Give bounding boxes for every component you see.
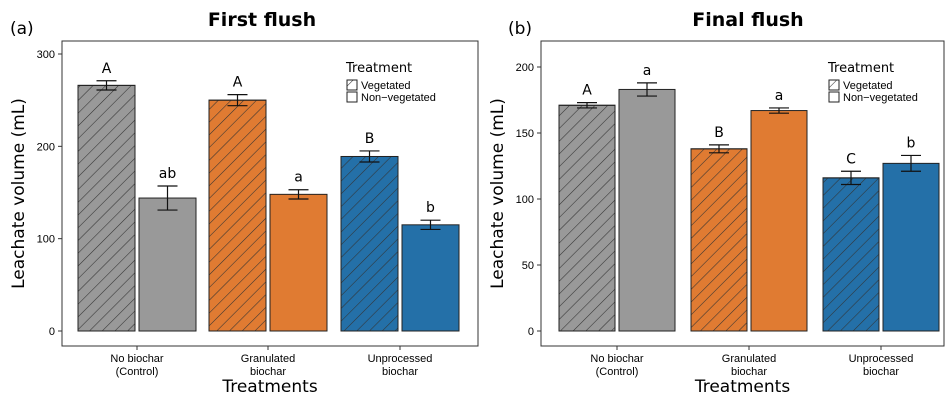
legend-title: Treatment [827, 61, 894, 76]
significance-letter: B [714, 125, 724, 141]
y-tick-label: 300 [37, 49, 55, 61]
significance-letter: a [775, 88, 784, 104]
x-tick-label: Granulated [722, 353, 776, 365]
x-axis-label: Treatments [221, 377, 318, 396]
x-tick-label: Granulated [241, 353, 295, 365]
panel-label: (b) [508, 19, 532, 39]
legend-entry-label: Non−vegetated [361, 92, 436, 104]
chart-panel-b: Final flush (b) Leachate volume (mL) 0 50 100… [488, 9, 945, 396]
x-tick-label: biochar [731, 366, 767, 378]
bar-non-vegetated [138, 197, 197, 332]
legend-key-hatch [346, 79, 358, 91]
x-tick-label: Unprocessed [368, 353, 433, 365]
y-tick-label: 100 [37, 234, 55, 246]
significance-letter: A [233, 75, 243, 91]
significance-letter: b [907, 135, 916, 151]
y-tick-label: 150 [516, 128, 534, 140]
y-axis-label: Leachate volume (mL) [9, 98, 29, 289]
significance-letter: B [365, 131, 375, 147]
y-tick-label: 0 [49, 326, 55, 338]
legend-key-hatch [828, 79, 840, 91]
bar-non-vegetated [269, 193, 328, 332]
bar-hatch-overlay [690, 148, 748, 332]
y-axis-label: Leachate volume (mL) [488, 98, 508, 289]
significance-letter: ab [159, 166, 177, 182]
y-tick-label: 100 [516, 194, 534, 206]
x-tick-label: Unprocessed [849, 353, 914, 365]
x-tick-label: biochar [382, 366, 418, 378]
significance-letter: a [643, 63, 652, 79]
bar-hatch-overlay [558, 104, 616, 332]
legend-entry-label: Vegetated [843, 80, 893, 92]
x-tick-label: biochar [250, 366, 286, 378]
y-tick-label: 200 [37, 141, 55, 153]
bar-hatch-overlay [340, 155, 399, 332]
y-tick-label: 200 [516, 62, 534, 74]
legend-entry-label: Non−vegetated [843, 92, 918, 104]
significance-letter: a [294, 170, 303, 186]
bar-non-vegetated [882, 162, 940, 332]
chart-panel-a: First flush (a) Leachate volume (mL) 0 100 20… [9, 9, 479, 396]
x-tick-label: biochar [863, 366, 899, 378]
bar-hatch-overlay [822, 177, 880, 332]
chart-title: Final flush [692, 9, 803, 31]
legend-entry-label: Vegetated [361, 80, 411, 92]
y-tick-label: 0 [528, 326, 534, 338]
legend-key [346, 91, 358, 103]
significance-letter: C [846, 151, 856, 167]
chart-title: First flush [208, 9, 316, 31]
bar-hatch-overlay [208, 99, 267, 332]
x-tick-label: No biochar [110, 353, 164, 365]
y-tick-label: 50 [522, 260, 534, 272]
panel-label: (a) [10, 19, 34, 39]
x-tick-label: (Control) [116, 366, 159, 378]
x-tick-label: (Control) [596, 366, 639, 378]
bar-non-vegetated [750, 110, 808, 332]
significance-letter: A [102, 61, 112, 77]
bar-non-vegetated [618, 88, 676, 332]
x-axis-label: Treatments [694, 377, 791, 396]
significance-letter: b [426, 200, 435, 216]
legend-key [828, 91, 840, 103]
significance-letter: A [582, 83, 592, 99]
plot-frame [540, 40, 945, 347]
bar-hatch-overlay [77, 84, 136, 332]
x-tick-label: No biochar [590, 353, 644, 365]
legend-title: Treatment [345, 61, 412, 76]
bar-non-vegetated [401, 224, 460, 332]
plot-frame [61, 40, 479, 347]
